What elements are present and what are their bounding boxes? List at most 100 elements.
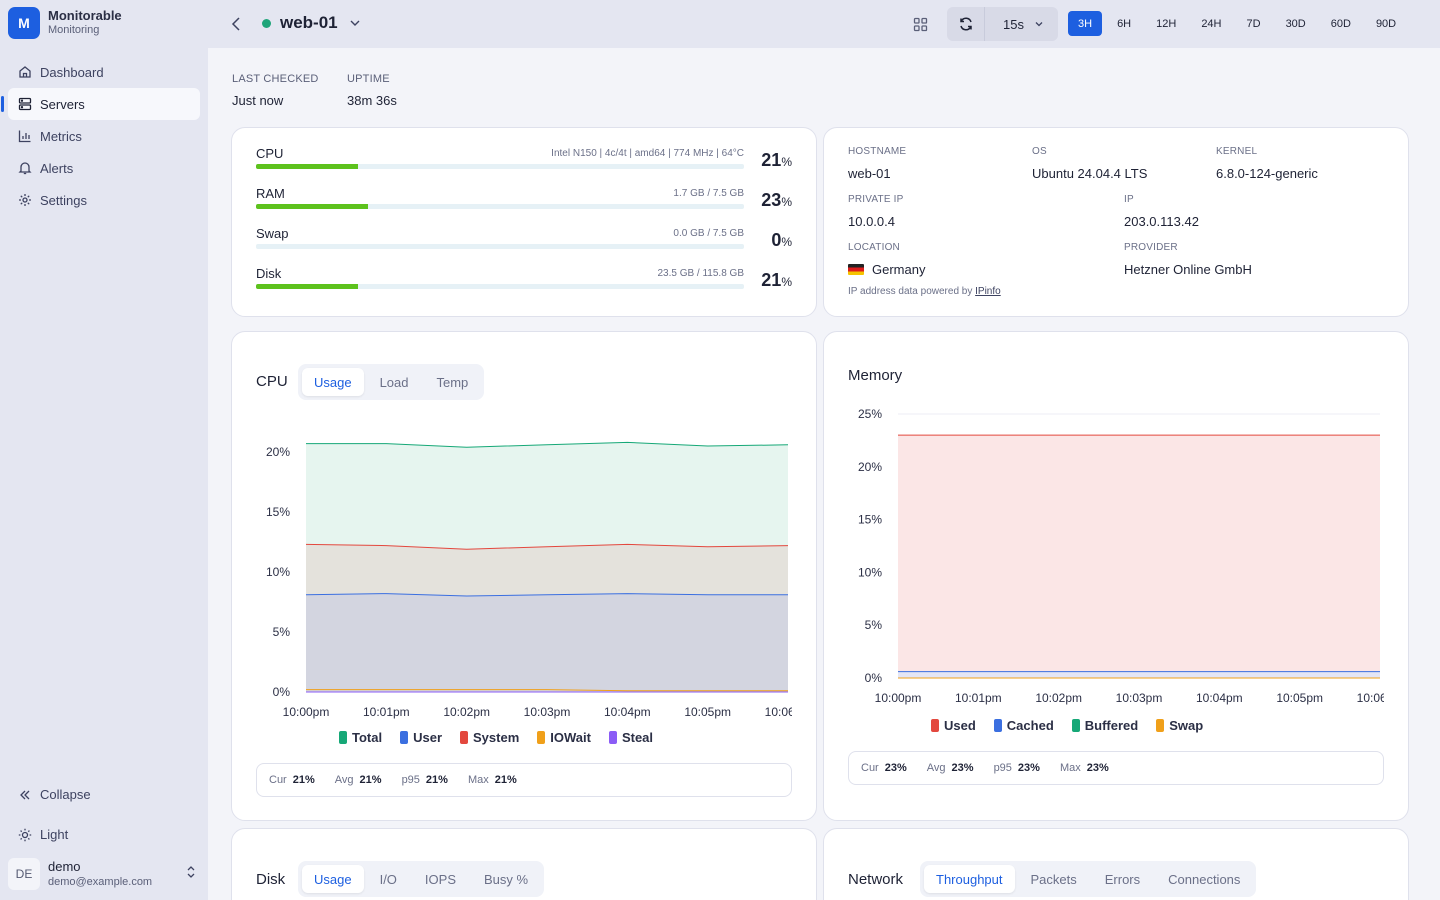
x-tick-label: 10:04pm	[1196, 691, 1243, 705]
y-tick-label: 20%	[266, 445, 290, 459]
tab-connections[interactable]: Connections	[1168, 871, 1241, 887]
user-menu[interactable]: DE demo demo@example.com	[8, 858, 200, 890]
tab-iops[interactable]: IOPS	[424, 871, 456, 887]
location-text: Germany	[872, 262, 926, 277]
collapse-label: Collapse	[40, 787, 91, 802]
network-chart-card: Network Throughput Packets Errors Connec…	[823, 828, 1409, 900]
y-tick-label: 20%	[858, 460, 882, 474]
sidebar-item-metrics[interactable]: Metrics	[8, 120, 200, 152]
back-button[interactable]	[226, 14, 246, 34]
refresh-button[interactable]	[947, 7, 985, 41]
legend-item-iowait[interactable]: IOWait	[537, 730, 591, 745]
resource-percent-value: 21	[761, 150, 782, 170]
range-12h[interactable]: 12H	[1156, 17, 1177, 30]
legend-item-used[interactable]: Used	[931, 718, 976, 733]
germany-flag-icon	[848, 264, 864, 275]
sidebar-item-label: Servers	[40, 96, 85, 112]
tab-throughput[interactable]: Throughput	[924, 865, 1015, 893]
x-tick-label: 10:05pm	[684, 705, 731, 719]
legend-label: User	[413, 730, 443, 745]
resource-name: Swap	[256, 226, 289, 241]
tab-usage[interactable]: Usage	[302, 368, 364, 396]
summary-avg-value: 23%	[951, 762, 974, 774]
cpu-legend: Total User System IOWait Steal	[339, 730, 653, 745]
sidebar-item-dashboard[interactable]: Dashboard	[8, 56, 200, 88]
resource-name: CPU	[256, 146, 284, 161]
legend-item-swap[interactable]: Swap	[1156, 718, 1203, 733]
provider-label: PROVIDER	[1124, 242, 1178, 253]
refresh-icon	[959, 17, 972, 31]
memory-legend: Used Cached Buffered Swap	[931, 718, 1203, 733]
refresh-interval-value: 15s	[1003, 16, 1024, 32]
series-area-cached	[898, 671, 1380, 678]
legend-item-cached[interactable]: Cached	[993, 718, 1054, 733]
y-tick-label: 0%	[865, 671, 883, 685]
memory-chart-card: Memory 0% 5% 10% 15% 20% 25% 10:00pm 10:01pm 10:…	[823, 331, 1409, 821]
sidebar-item-alerts[interactable]: Alerts	[8, 152, 200, 184]
network-card-title: Network	[848, 871, 904, 888]
brand[interactable]: M Monitorable Monitoring	[8, 7, 122, 39]
memory-usage-chart: 0% 5% 10% 15% 20% 25% 10:00pm 10:01pm 10:02pm 10:…	[858, 407, 1384, 705]
grid-icon	[913, 17, 927, 31]
range-3h[interactable]: 3H	[1068, 11, 1103, 36]
x-tick-label: 10:02pm	[443, 705, 490, 719]
sidebar-nav: Dashboard Servers Metrics Alerts Setting…	[1, 56, 200, 216]
legend-label: Swap	[1169, 718, 1204, 733]
y-tick-label: 10%	[858, 565, 882, 579]
range-60d[interactable]: 60D	[1330, 17, 1351, 30]
theme-toggle[interactable]: Light	[17, 827, 68, 842]
summary-cur-label: Cur	[269, 774, 287, 786]
y-tick-label: 0%	[273, 685, 291, 699]
tab-usage[interactable]: Usage	[302, 865, 364, 893]
tab-load[interactable]: Load	[379, 374, 409, 390]
range-30d[interactable]: 30D	[1285, 17, 1306, 30]
bar-chart-icon	[17, 129, 32, 144]
tab-errors[interactable]: Errors	[1104, 871, 1141, 887]
avatar: DE	[8, 858, 40, 890]
x-tick-label: 10:00pm	[875, 691, 922, 705]
resource-percent-value: 0	[771, 230, 782, 250]
legend-item-system[interactable]: System	[460, 730, 519, 745]
summary-avg: Avg 21%	[335, 774, 382, 786]
range-24h[interactable]: 24H	[1201, 17, 1222, 30]
range-90d[interactable]: 90D	[1375, 17, 1397, 30]
sidebar-item-settings[interactable]: Settings	[8, 184, 200, 216]
range-7d[interactable]: 7D	[1246, 17, 1261, 30]
resource-bar	[256, 244, 744, 249]
sun-icon	[17, 827, 32, 842]
sidebar-item-servers[interactable]: Servers	[1, 88, 200, 120]
summary-cur-label: Cur	[861, 762, 879, 774]
server-selector-chevron[interactable]	[348, 16, 362, 35]
tab-busy[interactable]: Busy %	[484, 871, 529, 887]
location-label: LOCATION	[848, 242, 900, 253]
range-6h[interactable]: 6H	[1117, 17, 1132, 30]
server-name[interactable]: web-01	[280, 13, 338, 32]
gear-icon	[17, 193, 32, 208]
legend-item-total[interactable]: Total	[339, 730, 382, 745]
legend-swatch	[537, 731, 546, 744]
legend-label: IOWait	[550, 730, 591, 745]
x-tick-label: 10:03pm	[524, 705, 571, 719]
ipinfo-link[interactable]: IPinfo	[975, 286, 1001, 297]
resource-info: 1.7 GB / 7.5 GB	[673, 188, 744, 199]
x-tick-label: 10:01pm	[955, 691, 1002, 705]
chevron-left-icon	[231, 17, 240, 31]
summary-p95-label: p95	[993, 762, 1012, 774]
y-tick-label: 15%	[266, 505, 290, 519]
layout-grid-button[interactable]	[909, 13, 931, 35]
ip-value: 203.0.113.42	[1124, 214, 1199, 229]
legend-label: Used	[944, 718, 976, 733]
tab-io[interactable]: I/O	[379, 871, 397, 887]
legend-item-buffered[interactable]: Buffered	[1071, 718, 1138, 733]
tab-packets[interactable]: Packets	[1030, 871, 1077, 887]
kernel-label: KERNEL	[1216, 146, 1258, 157]
refresh-interval-select[interactable]: 15s	[985, 17, 1044, 32]
tab-temp[interactable]: Temp	[436, 374, 469, 390]
legend-item-user[interactable]: User	[400, 730, 442, 745]
legend-item-steal[interactable]: Steal	[608, 730, 653, 745]
legend-swatch	[339, 731, 347, 744]
last-checked-stat: LAST CHECKED Just now	[232, 73, 319, 108]
summary-avg-label: Avg	[334, 774, 354, 786]
collapse-button[interactable]: Collapse	[17, 787, 91, 802]
series-line-total	[306, 441, 789, 448]
